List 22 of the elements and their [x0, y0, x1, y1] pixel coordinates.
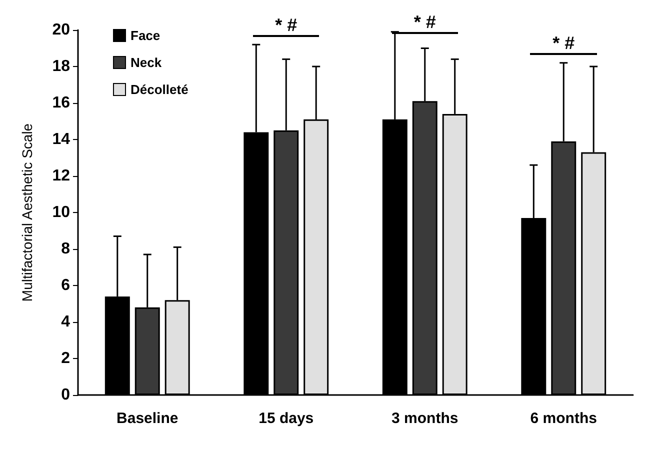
- y-tick-label: 10: [52, 204, 70, 221]
- y-tick-label: 14: [52, 131, 70, 148]
- annotation: * #: [274, 14, 298, 35]
- x-tick-label: 6 months: [530, 410, 597, 427]
- y-tick-label: 2: [61, 350, 70, 367]
- x-tick-label: 3 months: [392, 410, 458, 427]
- y-axis-title: Multifactorial Aesthetic Scale: [19, 123, 35, 302]
- y-tick-label: 4: [61, 314, 70, 330]
- x-tick-label: 15 days: [258, 410, 314, 427]
- y-tick-label: 18: [52, 58, 70, 75]
- legend-label: Neck: [130, 55, 162, 70]
- annotation: * #: [412, 12, 437, 32]
- y-tick-label: 8: [61, 240, 70, 258]
- legend-label: Décolleté: [130, 82, 188, 97]
- annotation: * #: [552, 32, 576, 53]
- legend-label: Face: [130, 28, 160, 43]
- x-tick-label: Baseline: [116, 410, 178, 427]
- y-tick-label: 12: [52, 168, 70, 184]
- y-tick-label: 16: [52, 94, 70, 112]
- y-tick-label: 6: [61, 277, 70, 294]
- y-tick-label: 0: [61, 386, 70, 404]
- y-tick-label: 20: [52, 22, 70, 38]
